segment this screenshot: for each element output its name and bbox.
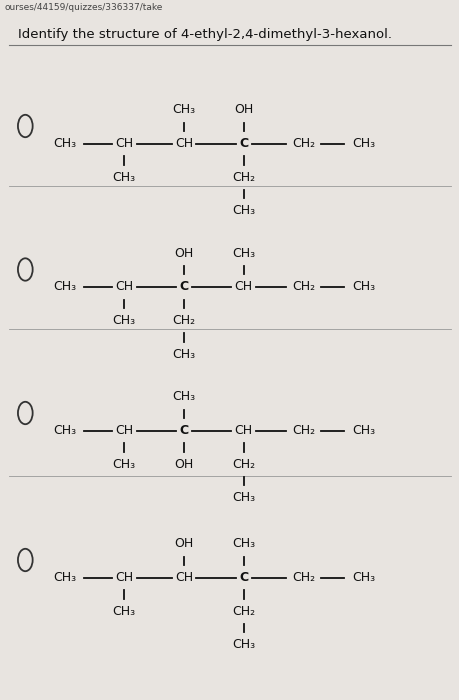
Text: CH₃: CH₃ [112,171,135,183]
Text: CH₃: CH₃ [172,348,195,360]
Text: CH₃: CH₃ [53,137,76,150]
Text: CH: CH [174,571,193,584]
Text: OH: OH [174,538,193,550]
Text: CH₂: CH₂ [232,605,255,617]
Text: CH: CH [115,281,133,293]
Text: CH: CH [234,424,252,437]
Text: CH₃: CH₃ [232,491,255,504]
Text: CH₃: CH₃ [53,571,76,584]
Text: CH₃: CH₃ [112,605,135,617]
Text: Identify the structure of 4-ethyl-2,4-dimethyl-3-hexanol.: Identify the structure of 4-ethyl-2,4-di… [18,28,392,41]
Text: CH₃: CH₃ [351,281,374,293]
Text: CH₂: CH₂ [232,458,255,470]
Text: CH₃: CH₃ [351,137,374,150]
Text: CH₂: CH₂ [291,571,314,584]
Text: CH: CH [115,424,133,437]
Text: CH₃: CH₃ [232,204,255,217]
Text: CH₃: CH₃ [172,391,195,403]
Text: C: C [179,281,188,293]
Text: CH: CH [115,137,133,150]
Text: CH₃: CH₃ [112,314,135,327]
Text: CH₂: CH₂ [291,424,314,437]
Text: CH: CH [115,571,133,584]
Text: CH₃: CH₃ [53,281,76,293]
Text: C: C [179,424,188,437]
Text: OH: OH [174,458,193,470]
Text: OH: OH [234,104,253,116]
Text: CH₃: CH₃ [232,247,255,260]
Text: CH: CH [174,137,193,150]
Text: C: C [239,571,248,584]
Text: CH₃: CH₃ [172,104,195,116]
Text: CH: CH [234,281,252,293]
Text: CH₃: CH₃ [112,458,135,470]
Text: CH₃: CH₃ [232,638,255,651]
Text: CH₂: CH₂ [291,281,314,293]
Text: OH: OH [174,247,193,260]
Text: CH₃: CH₃ [351,571,374,584]
Text: CH₂: CH₂ [232,171,255,183]
Text: CH₃: CH₃ [351,424,374,437]
Text: CH₂: CH₂ [291,137,314,150]
Text: C: C [239,137,248,150]
Text: CH₃: CH₃ [232,538,255,550]
Text: CH₂: CH₂ [172,314,195,327]
Text: CH₃: CH₃ [53,424,76,437]
Text: ourses/44159/quizzes/336337/take: ourses/44159/quizzes/336337/take [5,4,162,13]
